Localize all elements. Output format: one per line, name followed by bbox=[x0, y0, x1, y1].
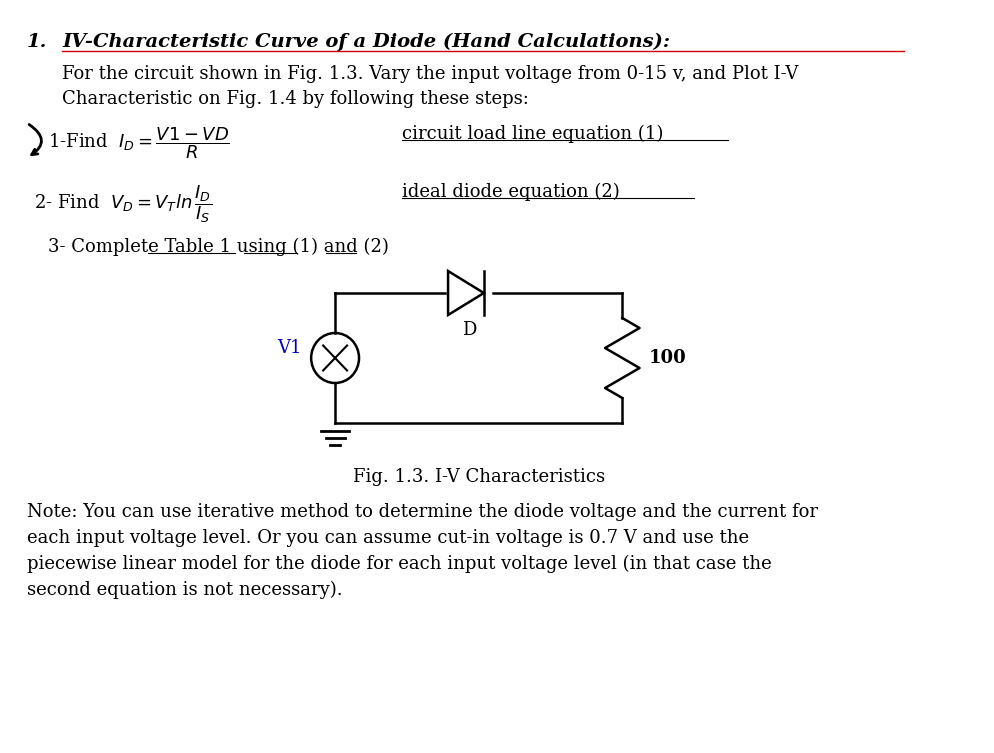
Text: For the circuit shown in Fig. 1.3. Vary the input voltage from 0-15 v, and Plot : For the circuit shown in Fig. 1.3. Vary … bbox=[63, 65, 798, 108]
Text: 2- Find  $V_D = V_T ln\,\dfrac{I_D}{I_S}$: 2- Find $V_D = V_T ln\,\dfrac{I_D}{I_S}$ bbox=[34, 183, 212, 224]
Text: V1: V1 bbox=[277, 339, 301, 357]
Text: ideal diode equation (2): ideal diode equation (2) bbox=[403, 183, 620, 201]
Text: Note: You can use iterative method to determine the diode voltage and the curren: Note: You can use iterative method to de… bbox=[27, 503, 818, 599]
Text: D: D bbox=[462, 321, 476, 339]
Text: 1-Find  $I_D = \dfrac{V1-VD}{R}$: 1-Find $I_D = \dfrac{V1-VD}{R}$ bbox=[48, 125, 230, 160]
Text: circuit load line equation (1): circuit load line equation (1) bbox=[403, 125, 663, 143]
Text: IV-Characteristic Curve of a Diode (Hand Calculations):: IV-Characteristic Curve of a Diode (Hand… bbox=[63, 33, 670, 51]
Text: Fig. 1.3. I-V Characteristics: Fig. 1.3. I-V Characteristics bbox=[353, 468, 604, 486]
Text: 3- Complete Table 1 using (1) and (2): 3- Complete Table 1 using (1) and (2) bbox=[48, 238, 389, 256]
Text: 100: 100 bbox=[649, 349, 687, 367]
Text: 1.: 1. bbox=[27, 33, 47, 51]
